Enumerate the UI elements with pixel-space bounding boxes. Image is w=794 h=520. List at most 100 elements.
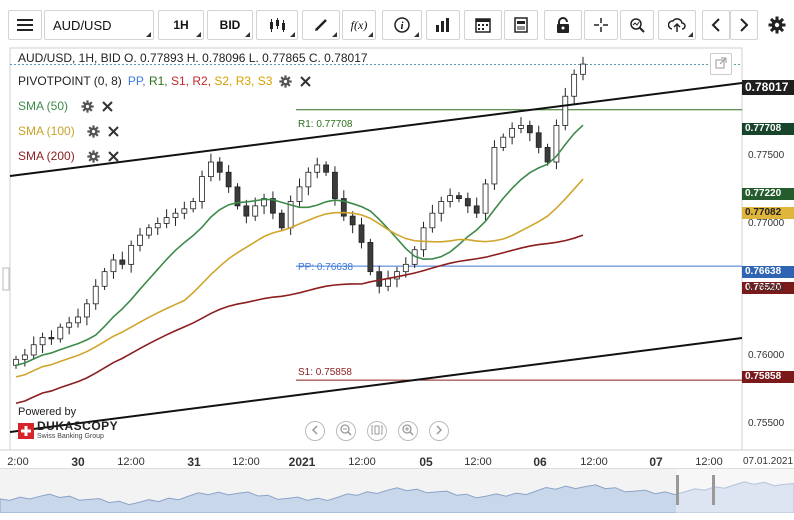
price-chart[interactable]	[0, 0, 794, 470]
close-icon[interactable]	[106, 124, 120, 138]
candle-body	[66, 322, 73, 328]
y-tick: 0.75500	[748, 418, 785, 429]
timeframe-selector[interactable]: 1H	[158, 10, 204, 40]
indicators-button[interactable]: f(x)	[342, 10, 376, 40]
y-tick: 0.77500	[748, 150, 785, 161]
upload-icon	[668, 17, 686, 33]
close-icon[interactable]	[106, 149, 120, 163]
next-icon	[739, 18, 749, 32]
candle-body	[208, 161, 214, 178]
pivot-level-label: R2,	[192, 74, 215, 88]
candle-body	[48, 337, 55, 340]
pivot-level-label: S2,	[214, 74, 236, 88]
candle-body	[571, 73, 578, 97]
zoom-in-icon	[402, 423, 414, 439]
candle-body	[438, 201, 445, 214]
navigator-panel[interactable]	[0, 468, 794, 514]
indicator-label: SMA (50)	[18, 99, 69, 113]
s1-level-label: S1: 0.75858	[298, 367, 352, 378]
lock-button[interactable]	[544, 10, 582, 40]
candle-body	[464, 198, 471, 207]
next-button[interactable]	[730, 10, 758, 40]
zoom-out-button[interactable]	[336, 421, 356, 441]
lock-icon	[556, 17, 570, 33]
powered-by-label: Powered by	[18, 406, 77, 418]
scroll-left-button[interactable]	[305, 421, 325, 441]
scroll-right-button[interactable]	[429, 421, 449, 441]
candle-body	[305, 171, 312, 188]
close-icon[interactable]	[298, 74, 312, 88]
chevron-left-icon	[311, 424, 319, 438]
navigator-chart	[0, 469, 794, 514]
candle-body	[110, 259, 117, 273]
trend-line-upper[interactable]	[9, 82, 743, 177]
crosshair-icon	[593, 17, 609, 33]
zoom-button[interactable]	[620, 10, 654, 40]
candle-body	[92, 285, 99, 305]
trend-line-lower[interactable]	[9, 337, 743, 433]
x-tick: 07	[649, 455, 663, 469]
panel-resize-handle[interactable]	[2, 267, 10, 291]
dukascopy-logo: Powered by DUKASCOPY Swiss Banking Group	[18, 406, 118, 441]
candle-body	[21, 354, 28, 360]
candle-body	[385, 278, 391, 287]
info-icon: i	[394, 17, 410, 33]
candle-body	[13, 358, 19, 366]
calendar-button[interactable]	[464, 10, 502, 40]
gear-icon	[768, 16, 786, 34]
prev-button[interactable]	[702, 10, 730, 40]
volume-button[interactable]	[426, 10, 460, 40]
reset-view-button[interactable]	[367, 421, 387, 441]
chevron-right-icon	[435, 424, 443, 438]
share-button[interactable]	[658, 10, 696, 40]
calendar-icon	[475, 17, 491, 33]
x-tick: 12:00	[464, 456, 492, 468]
x-tick: 31	[187, 455, 201, 469]
settings-button[interactable]	[762, 10, 792, 40]
close-icon[interactable]	[100, 99, 114, 113]
candle-body	[154, 223, 161, 229]
x-tick: 12:00	[580, 456, 608, 468]
candle-body	[199, 176, 205, 202]
prev-icon	[711, 18, 721, 32]
y-tick: 0.77000	[748, 218, 785, 229]
draw-button[interactable]	[302, 10, 340, 40]
menu-button[interactable]	[8, 10, 42, 40]
candle-body	[163, 217, 170, 224]
candle-body	[544, 147, 551, 163]
svg-text:i: i	[401, 21, 404, 32]
gear-icon[interactable]	[80, 99, 94, 113]
candle-body	[190, 201, 197, 210]
x-tick: 12:00	[117, 456, 145, 468]
gear-icon[interactable]	[86, 149, 100, 163]
pp-price-label: 0.76638	[742, 266, 794, 278]
navigator-handle[interactable]	[712, 475, 715, 505]
crosshair-button[interactable]	[584, 10, 618, 40]
x-tick: 12:00	[695, 456, 723, 468]
news-button[interactable]	[504, 10, 538, 40]
x-tick: 30	[71, 455, 85, 469]
zoom-in-button[interactable]	[398, 421, 418, 441]
r1-level-label: R1: 0.77708	[298, 119, 353, 130]
pivot-level-label: S3	[257, 74, 273, 88]
navigator-handle[interactable]	[676, 475, 679, 505]
hamburger-icon	[17, 19, 33, 31]
price-type-label: BID	[219, 18, 241, 32]
indicator-label: SMA (100)	[18, 124, 75, 138]
chart-type-button[interactable]	[256, 10, 298, 40]
price-type-selector[interactable]: BID	[207, 10, 253, 40]
candle-body	[296, 186, 303, 202]
plot-frame	[9, 47, 743, 451]
timeframe-label: 1H	[173, 18, 189, 32]
candle-body	[535, 132, 542, 148]
reset-view-icon	[371, 424, 383, 439]
gear-icon[interactable]	[278, 74, 292, 88]
gear-icon[interactable]	[86, 124, 100, 138]
info-button[interactable]: i	[382, 10, 422, 40]
expand-button[interactable]	[710, 53, 732, 75]
candle-body	[580, 63, 586, 75]
candle-body	[562, 95, 569, 126]
symbol-selector[interactable]: AUD/USD	[44, 10, 154, 40]
sma100-line	[15, 178, 584, 378]
indicator-row: SMA (50)	[18, 99, 114, 113]
